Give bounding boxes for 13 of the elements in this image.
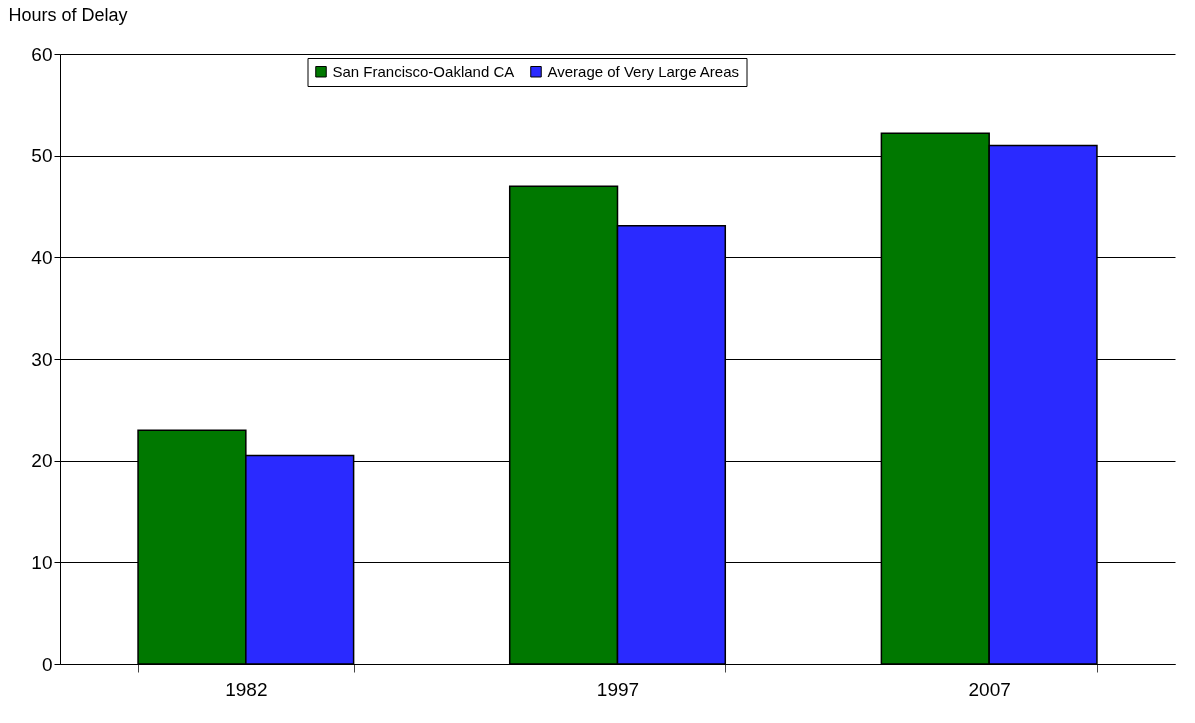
y-axis-title: Hours of Delay xyxy=(8,4,128,25)
y-tick-label: 40 xyxy=(31,246,53,268)
x-tick-label: 1997 xyxy=(596,678,640,700)
y-tick-label: 50 xyxy=(31,145,53,167)
x-tick-label: 1982 xyxy=(225,678,268,700)
y-tick-label: 60 xyxy=(31,43,53,65)
legend-label: San Francisco-Oakland CA xyxy=(332,62,515,80)
y-tick-label: 20 xyxy=(31,450,53,472)
x-tick-label: 2007 xyxy=(968,678,1011,700)
y-tick-label: 10 xyxy=(31,551,53,573)
y-tick-label: 30 xyxy=(31,348,53,370)
legend-label: Average of Very Large Areas xyxy=(547,62,740,80)
y-tick-label: 0 xyxy=(41,653,53,675)
